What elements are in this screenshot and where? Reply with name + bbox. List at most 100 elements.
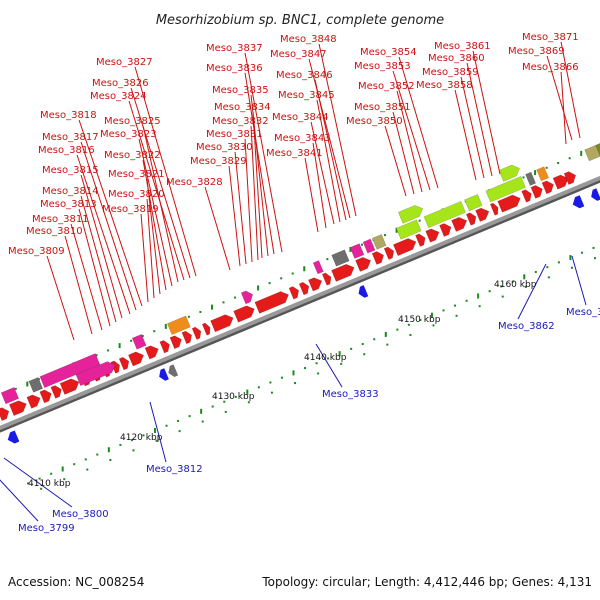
ruler-tick bbox=[14, 387, 17, 390]
reverse-gene bbox=[591, 188, 600, 201]
ruler-tick bbox=[488, 290, 491, 293]
ruler-label: 4140 kbp bbox=[304, 353, 347, 363]
gene-label: Meso_3835 bbox=[212, 85, 269, 96]
forward-gene bbox=[169, 335, 182, 350]
ruler-tick bbox=[570, 266, 573, 269]
forward-gene bbox=[321, 272, 332, 286]
forward-gene bbox=[393, 238, 417, 257]
ruler-tick bbox=[200, 408, 203, 414]
label-leader-line bbox=[560, 71, 567, 145]
ruler-tick bbox=[211, 405, 214, 408]
forward-gene bbox=[530, 185, 543, 199]
forward-gene bbox=[541, 180, 554, 195]
label-leader-line bbox=[78, 208, 111, 327]
gene-label: Meso_3854 bbox=[360, 47, 417, 58]
gene-label: Meso_3816 bbox=[38, 145, 95, 156]
ruler-label: 4150 kbp bbox=[398, 315, 441, 325]
label-leader-line bbox=[250, 125, 259, 261]
forward-gene bbox=[552, 174, 569, 190]
colored-gene-block bbox=[39, 353, 101, 389]
label-leader-line bbox=[250, 94, 269, 257]
ruler-tick bbox=[187, 315, 190, 318]
label-leader-line bbox=[76, 154, 131, 315]
ruler-tick bbox=[73, 463, 76, 466]
ruler-tick bbox=[317, 372, 320, 375]
ruler-tick bbox=[210, 304, 213, 310]
gene-label: Meso_3850 bbox=[346, 116, 403, 127]
forward-gene bbox=[254, 291, 289, 314]
ruler-tick bbox=[141, 334, 144, 337]
forward-gene bbox=[240, 290, 254, 305]
gene-label: Meso_3818 bbox=[40, 110, 97, 121]
ruler-tick bbox=[188, 415, 191, 418]
gene-label: Meso_3828 bbox=[166, 177, 223, 188]
gene-label: Meso_3836 bbox=[206, 63, 263, 74]
reverse-gene bbox=[358, 285, 369, 298]
label-leader-line bbox=[80, 195, 117, 323]
forward-gene bbox=[288, 286, 300, 300]
forward-gene bbox=[8, 400, 27, 416]
label-leader-line bbox=[392, 111, 415, 195]
forward-gene bbox=[371, 251, 384, 265]
ruler-tick bbox=[50, 472, 53, 475]
gene-label: Meso_3817 bbox=[42, 132, 99, 143]
colored-gene-block bbox=[525, 171, 536, 186]
colored-gene-block bbox=[584, 144, 600, 162]
label-leader-line bbox=[80, 141, 137, 311]
ruler-tick bbox=[373, 338, 376, 341]
label-leader-line bbox=[244, 72, 275, 255]
ruler-label: 4160 kbp bbox=[494, 280, 537, 290]
gene-label: Meso_3815 bbox=[42, 165, 99, 176]
forward-gene bbox=[497, 194, 521, 213]
colored-gene-block bbox=[331, 249, 350, 267]
ruler-tick bbox=[107, 447, 110, 453]
gene-label: Meso_3823 bbox=[100, 129, 157, 140]
ruler-tick bbox=[118, 343, 121, 349]
ruler-tick bbox=[246, 389, 249, 395]
gene-label: Meso_3827 bbox=[96, 57, 153, 68]
colored-gene-block bbox=[423, 201, 466, 229]
label-leader-line bbox=[252, 111, 263, 259]
ruler-tick bbox=[363, 353, 366, 356]
ruler-tick bbox=[37, 378, 40, 381]
ruler-label: 4130 kbp bbox=[212, 392, 255, 402]
gene-label: Meso_3822 bbox=[104, 150, 161, 161]
gene-label: Meso_3861 bbox=[434, 41, 491, 52]
ruler-tick bbox=[119, 443, 122, 446]
forward-gene bbox=[39, 389, 52, 404]
label-leader-line bbox=[318, 43, 357, 217]
gene-label: Meso_3810 bbox=[26, 226, 83, 237]
gene-label: Meso_3831 bbox=[206, 129, 263, 140]
forward-gene bbox=[144, 345, 159, 360]
label-leader-line bbox=[392, 70, 431, 191]
gene-label: Meso_3871 bbox=[522, 32, 579, 43]
ruler-tick bbox=[153, 330, 156, 333]
ruler-tick bbox=[130, 339, 133, 342]
reverse-gene bbox=[159, 368, 169, 381]
forward-gene bbox=[128, 351, 144, 367]
gene-label: Meso_3799 bbox=[18, 523, 75, 534]
label-leader-line bbox=[140, 213, 149, 303]
ruler-tick bbox=[432, 324, 435, 327]
ruler-tick bbox=[26, 381, 29, 387]
ruler-tick bbox=[395, 227, 398, 233]
label-leader-line bbox=[70, 223, 103, 331]
forward-gene bbox=[181, 330, 192, 345]
label-leader-line bbox=[138, 138, 173, 287]
gene-label: Meso_3860 bbox=[428, 53, 485, 64]
forward-gene bbox=[383, 246, 395, 260]
gene-label: Meso_3837 bbox=[206, 43, 263, 54]
colored-gene-block bbox=[362, 238, 376, 254]
label-leader-line bbox=[312, 142, 327, 229]
forward-gene bbox=[425, 228, 440, 243]
reverse-gene bbox=[572, 195, 585, 209]
ruler-tick bbox=[234, 296, 237, 299]
label-leader-line bbox=[560, 41, 581, 139]
ruler-tick bbox=[524, 285, 527, 288]
ruler-tick bbox=[430, 312, 433, 318]
label-leader-line bbox=[0, 479, 39, 522]
ruler-tick bbox=[340, 362, 343, 365]
ruler-label: 4120 kbp bbox=[120, 433, 163, 443]
ruler-tick bbox=[350, 347, 353, 350]
ruler-tick bbox=[257, 285, 260, 291]
